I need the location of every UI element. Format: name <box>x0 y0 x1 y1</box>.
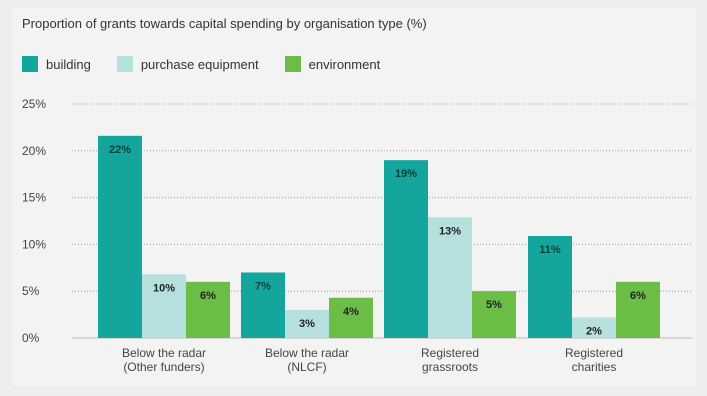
x-category-label: Registered charities <box>565 346 623 374</box>
x-category-label-line: (Other funders) <box>123 360 204 374</box>
bar <box>528 235 572 338</box>
legend-label-purchase-equipment: purchase equipment <box>140 56 259 72</box>
bar <box>329 297 373 338</box>
x-category-label-line: Below the radar <box>122 346 206 360</box>
chart-legend: building purchase equipment environment <box>22 56 406 72</box>
bar-value-label: 19% <box>395 168 417 180</box>
bar-value-label: 22% <box>109 144 131 156</box>
bar <box>428 217 472 338</box>
legend-swatch-environment <box>284 56 301 72</box>
y-tick-label: 25% <box>22 97 46 111</box>
x-category-label: Below the radar (NLCF) <box>265 346 349 374</box>
y-tick-label: 0% <box>22 331 40 345</box>
bar <box>186 281 230 338</box>
x-category-label-line: Registered <box>565 346 623 360</box>
bar-value-label: 6% <box>630 290 646 302</box>
legend-item-building: building <box>22 56 91 72</box>
bar-value-label: 5% <box>486 299 502 311</box>
x-category-label: Registered grassroots <box>421 346 479 374</box>
x-category-label-line: Registered <box>421 346 479 360</box>
x-category-label: Below the radar (Other funders) <box>122 346 206 374</box>
bar-value-label: 13% <box>439 225 461 237</box>
x-category-label-line: Below the radar <box>265 346 349 360</box>
legend-swatch-building <box>22 56 38 72</box>
bar-value-label: 11% <box>539 244 561 256</box>
legend-label-environment: environment <box>308 56 381 72</box>
y-tick-label: 15% <box>22 191 46 205</box>
legend-label-building: building <box>46 56 91 72</box>
y-tick-label: 20% <box>22 144 46 158</box>
x-category-label-line: grassroots <box>422 360 478 374</box>
bar <box>241 272 285 338</box>
bar-value-label: 10% <box>153 282 175 294</box>
x-category-label-line: charities <box>572 360 617 374</box>
bar-value-label: 7% <box>255 280 271 292</box>
bar <box>384 160 428 338</box>
bar <box>572 317 616 338</box>
x-category-label-line: (NLCF) <box>287 360 326 374</box>
legend-item-environment: environment <box>284 56 381 72</box>
bar-value-label: 2% <box>586 325 602 337</box>
bar-value-label: 4% <box>343 306 359 318</box>
bar <box>616 281 660 338</box>
bar <box>285 309 329 338</box>
bar-value-label: 3% <box>299 318 315 330</box>
y-tick-label: 10% <box>22 237 46 251</box>
bar <box>98 135 142 338</box>
chart-title: Proportion of grants towards capital spe… <box>22 16 427 31</box>
bar-value-label: 6% <box>200 290 216 302</box>
y-tick-label: 5% <box>22 284 40 298</box>
bar <box>472 291 516 338</box>
legend-swatch-purchase-equipment <box>116 56 133 72</box>
bar <box>142 274 186 338</box>
legend-item-purchase-equipment: purchase equipment <box>116 56 259 72</box>
